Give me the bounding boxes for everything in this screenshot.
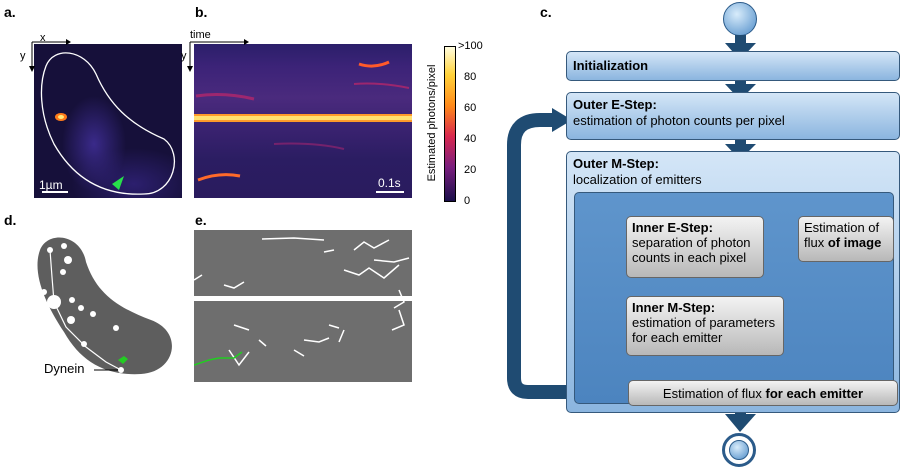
inner-m-title: Inner M-Step: [632, 300, 716, 315]
panel-label-a: a. [4, 4, 16, 20]
axis-y-label-b: y [181, 50, 187, 62]
outer-m-title: Outer M-Step: [573, 156, 659, 171]
green-arrowhead [112, 176, 124, 190]
init-box: Initialization [566, 51, 900, 81]
panel-d-schematic [37, 237, 172, 375]
cell-body [37, 237, 172, 375]
axis-time-label-b: time [190, 29, 211, 41]
inner-m-step-box: Inner M-Step: estimation of parameters f… [626, 296, 784, 356]
panel-label-c: c. [540, 4, 552, 20]
panel-a-image: 1µm [34, 44, 182, 198]
flux-image-box: Estimation of flux of image [798, 216, 894, 262]
outer-e-text: estimation of photon counts per pixel [573, 113, 785, 128]
colorbar-tick: 40 [464, 133, 477, 145]
inner-e-step-box: Inner E-Step: separation of photon count… [626, 216, 764, 278]
colorbar-tick: 80 [464, 71, 477, 83]
axis-arrows-b [187, 39, 249, 72]
axis-y-label-a: y [20, 50, 26, 62]
inner-e-text: separation of photon counts in each pixe… [632, 235, 751, 265]
inner-m-text: estimation of parameters for each emitte… [632, 315, 776, 345]
axis-x-label-a: x [40, 32, 46, 44]
scale-label-a: 1µm [39, 178, 63, 192]
end-node [722, 433, 756, 467]
outer-e-step-box: Outer E-Step: estimation of photon count… [566, 92, 900, 140]
cell-outline [40, 52, 175, 195]
panel-label-d: d. [4, 212, 17, 228]
colorbar-tick: 0 [464, 195, 471, 207]
outer-m-text: localization of emitters [573, 172, 702, 187]
flux-emitter-bold: for each emitter [765, 386, 864, 401]
scale-label-b: 0.1s [378, 176, 401, 190]
flux-image-bold: of image [827, 235, 882, 250]
flux-image-prefix: Estimation of flux [804, 220, 880, 250]
dynein-marker [118, 356, 128, 364]
axis-arrows-a [29, 39, 71, 72]
dynein-label: Dynein [44, 361, 85, 376]
panel-e-tracks [193, 230, 412, 382]
inner-e-title: Inner E-Step: [632, 220, 713, 235]
panel-b-kymograph: 0.1s [194, 44, 412, 198]
colorbar-tick: >100 [458, 40, 483, 52]
green-track [193, 351, 243, 366]
outer-e-title: Outer E-Step: [573, 97, 657, 112]
panel-label-e: e. [195, 212, 207, 228]
flux-emitter-prefix: Estimation of flux [662, 386, 762, 401]
flux-emitter-box: Estimation of flux for each emitter [628, 380, 898, 406]
panel-label-b: b. [195, 4, 208, 20]
colorbar [444, 46, 456, 202]
colorbar-tick: 60 [464, 102, 477, 114]
init-title: Initialization [573, 58, 649, 73]
colorbar-tick: 20 [464, 164, 477, 176]
start-node [723, 2, 757, 36]
